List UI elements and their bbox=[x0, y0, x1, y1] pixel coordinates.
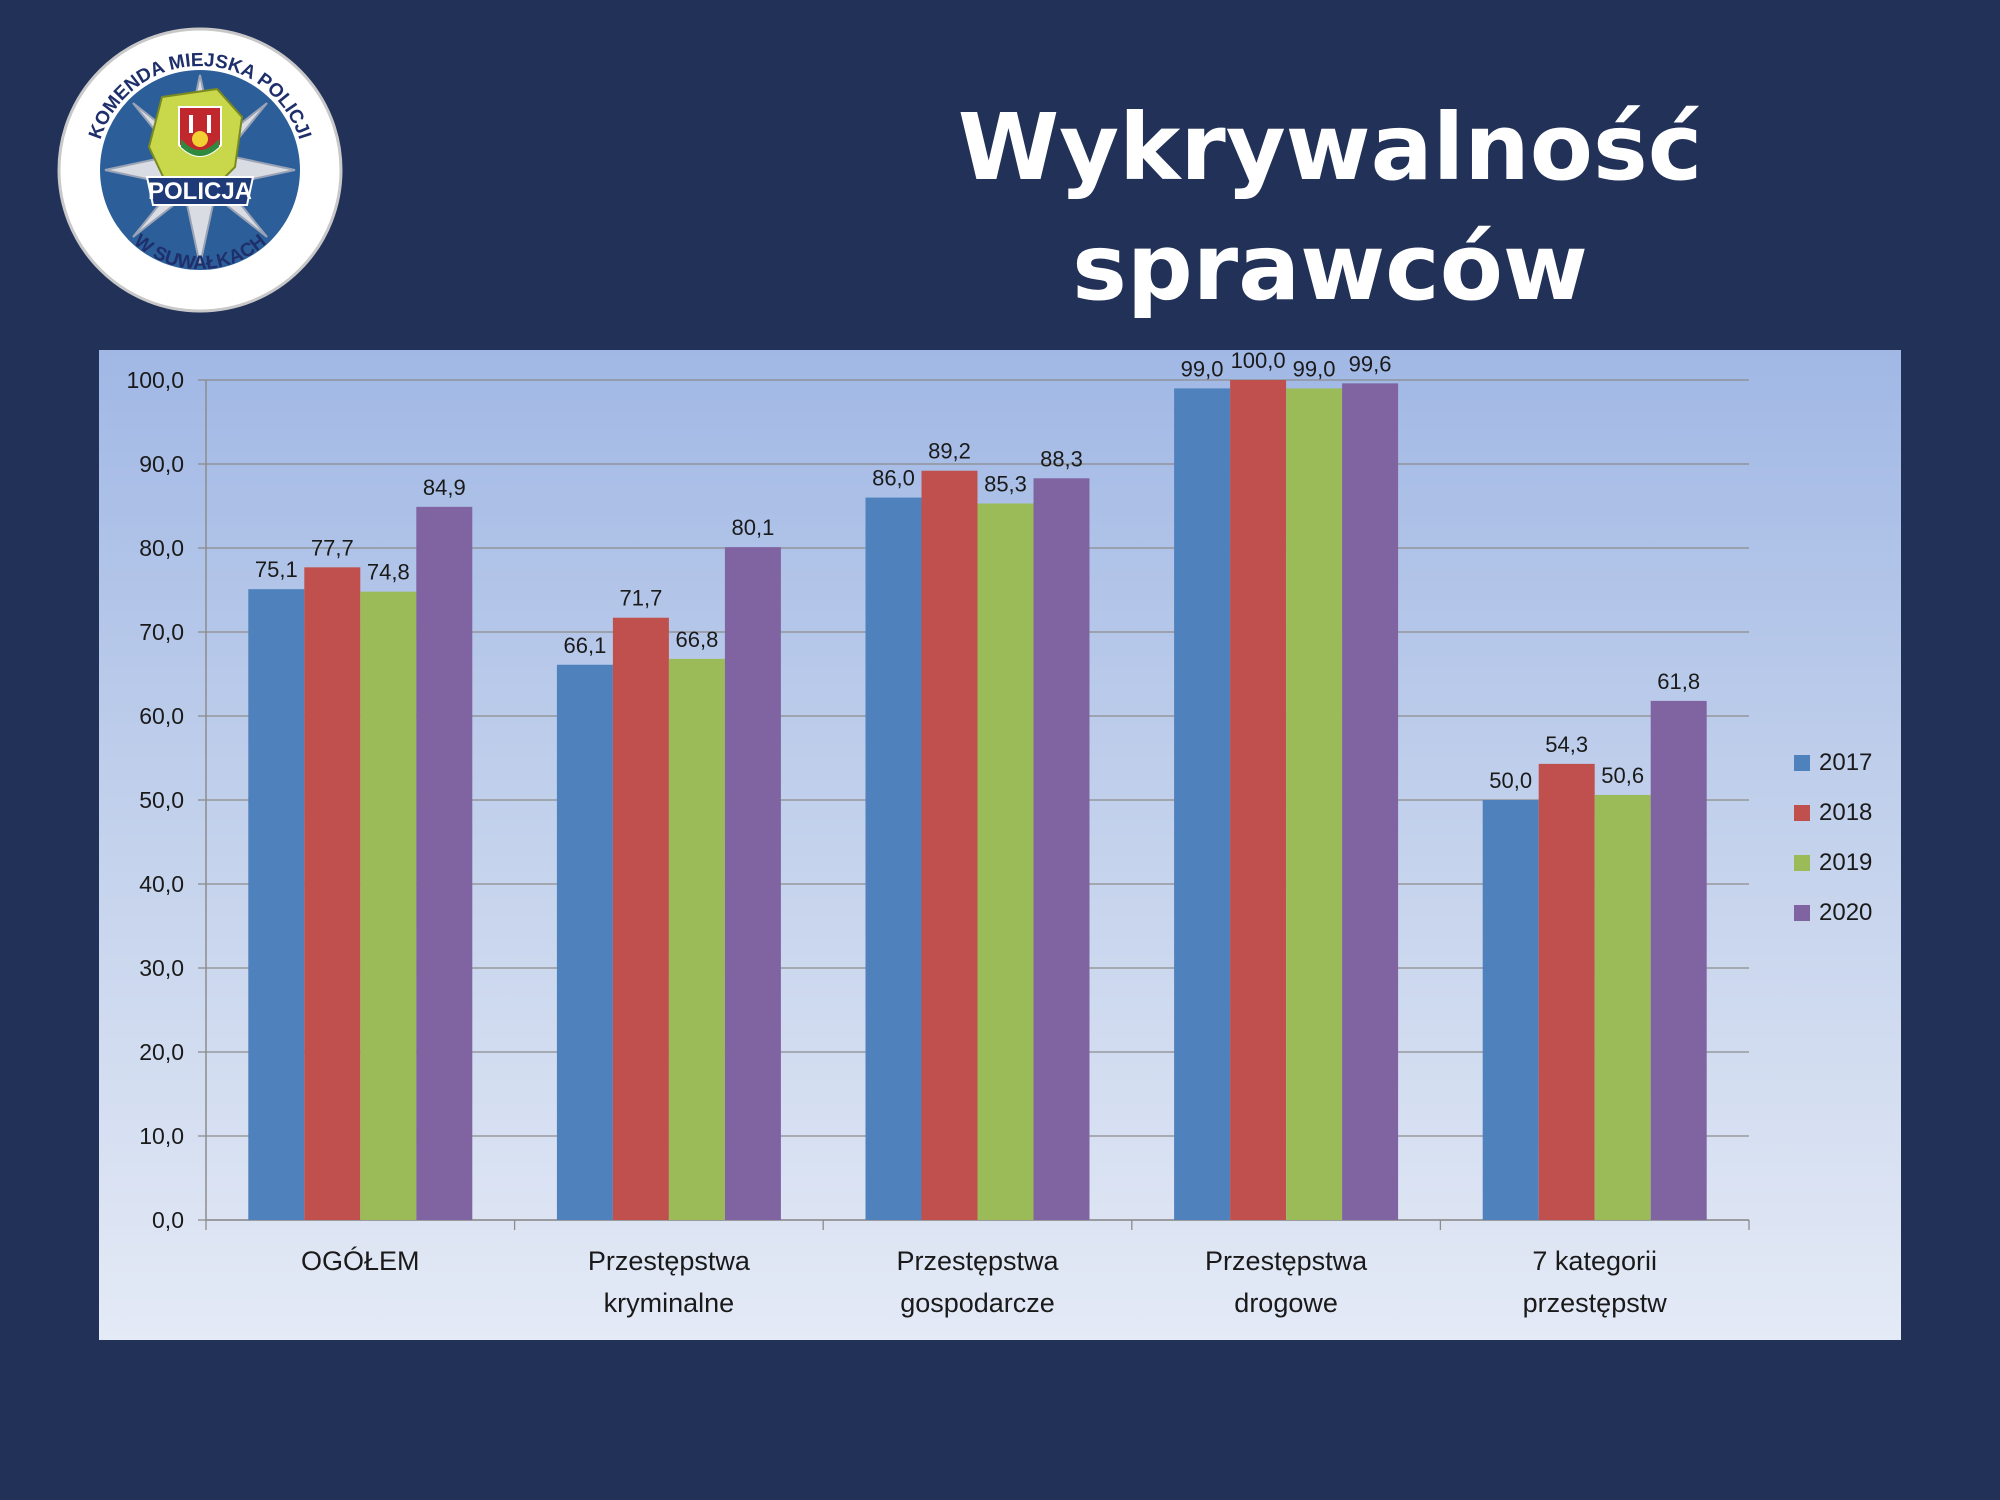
y-tick-label: 60,0 bbox=[139, 703, 184, 729]
legend-swatch-2017 bbox=[1794, 755, 1810, 771]
badge-text: POLICJA bbox=[148, 178, 252, 205]
data-label: 66,8 bbox=[675, 627, 718, 652]
category-label: Przestępstwa bbox=[588, 1246, 751, 1276]
category-label: 7 kategorii bbox=[1532, 1246, 1657, 1276]
bar-2018 bbox=[1538, 763, 1595, 1220]
bar-2018 bbox=[1230, 380, 1287, 1220]
data-label: 50,6 bbox=[1601, 763, 1644, 788]
data-label: 85,3 bbox=[984, 471, 1027, 496]
y-tick-label: 30,0 bbox=[139, 955, 184, 981]
data-label: 75,1 bbox=[255, 557, 298, 582]
category-label: przestępstw bbox=[1523, 1288, 1668, 1318]
data-label: 99,0 bbox=[1181, 356, 1224, 381]
bar-2017 bbox=[248, 589, 305, 1220]
bar-chart: 0,0 10,0 20,0 30,0 40,0 50,0 60,0 70,0 80,0 90,0 1… bbox=[126, 350, 1872, 1318]
data-label: 66,1 bbox=[563, 633, 606, 658]
category-label: drogowe bbox=[1234, 1288, 1338, 1318]
bar-2020 bbox=[724, 547, 781, 1220]
legend-label: 2019 bbox=[1819, 849, 1872, 876]
bar-2017 bbox=[865, 497, 922, 1221]
data-label: 61,8 bbox=[1657, 669, 1700, 694]
data-label: 88,3 bbox=[1040, 446, 1083, 471]
category-label: Przestępstwa bbox=[1205, 1246, 1368, 1276]
data-label: 77,7 bbox=[311, 535, 354, 560]
bar-2020 bbox=[1342, 383, 1399, 1220]
bar-2018 bbox=[921, 470, 978, 1221]
data-label: 54,3 bbox=[1545, 732, 1588, 757]
bar-2019 bbox=[1286, 388, 1343, 1220]
y-tick-label: 40,0 bbox=[139, 871, 184, 897]
data-label: 99,6 bbox=[1349, 351, 1392, 376]
bar-2017 bbox=[1482, 800, 1539, 1220]
data-label: 84,9 bbox=[423, 475, 466, 500]
data-label: 50,0 bbox=[1489, 768, 1532, 793]
data-label: 100,0 bbox=[1231, 350, 1286, 373]
y-tick-label: 100,0 bbox=[126, 367, 184, 393]
bar-2017 bbox=[556, 664, 613, 1220]
bar-2020 bbox=[1033, 478, 1090, 1220]
y-tick-label: 80,0 bbox=[139, 535, 184, 561]
police-logo: POLICJA KOMENDA MIEJSKA POLICJI W SUWAŁK… bbox=[57, 27, 343, 313]
data-label: 80,1 bbox=[731, 515, 774, 540]
y-tick-label: 10,0 bbox=[139, 1123, 184, 1149]
bar-2019 bbox=[1594, 794, 1651, 1220]
y-tick-label: 70,0 bbox=[139, 619, 184, 645]
bar-2019 bbox=[360, 591, 417, 1220]
category-label: gospodarcze bbox=[900, 1288, 1055, 1318]
bar-2020 bbox=[1650, 700, 1707, 1220]
y-tick-label: 50,0 bbox=[139, 787, 184, 813]
category-label: Przestępstwa bbox=[896, 1246, 1059, 1276]
bar-2019 bbox=[668, 658, 725, 1220]
legend-label: 2020 bbox=[1819, 899, 1872, 926]
bar-2018 bbox=[304, 567, 361, 1220]
legend-swatch-2018 bbox=[1794, 805, 1810, 821]
data-label: 99,0 bbox=[1293, 356, 1336, 381]
y-tick-label: 90,0 bbox=[139, 451, 184, 477]
legend-label: 2018 bbox=[1819, 799, 1872, 826]
data-label: 71,7 bbox=[619, 586, 662, 611]
chart-panel: 0,0 10,0 20,0 30,0 40,0 50,0 60,0 70,0 80,0 90,0 1… bbox=[99, 350, 1901, 1340]
bar-2020 bbox=[416, 506, 473, 1221]
data-label: 74,8 bbox=[367, 560, 410, 585]
legend-swatch-2020 bbox=[1794, 905, 1810, 921]
y-tick-label: 20,0 bbox=[139, 1039, 184, 1065]
data-label: 89,2 bbox=[928, 439, 971, 464]
title-line-1: Wykrywalność sprawców bbox=[957, 94, 1703, 321]
data-label: 86,0 bbox=[872, 466, 915, 491]
legend-swatch-2019 bbox=[1794, 855, 1810, 871]
bar-2019 bbox=[977, 503, 1034, 1220]
police-emblem-icon: POLICJA KOMENDA MIEJSKA POLICJI W SUWAŁK… bbox=[57, 27, 343, 313]
y-tick-label: 0,0 bbox=[152, 1207, 184, 1233]
category-label: OGÓŁEM bbox=[301, 1245, 420, 1276]
legend-label: 2017 bbox=[1819, 749, 1872, 776]
bar-2018 bbox=[612, 617, 669, 1220]
category-label: kryminalne bbox=[604, 1288, 735, 1318]
bar-2017 bbox=[1174, 388, 1231, 1220]
